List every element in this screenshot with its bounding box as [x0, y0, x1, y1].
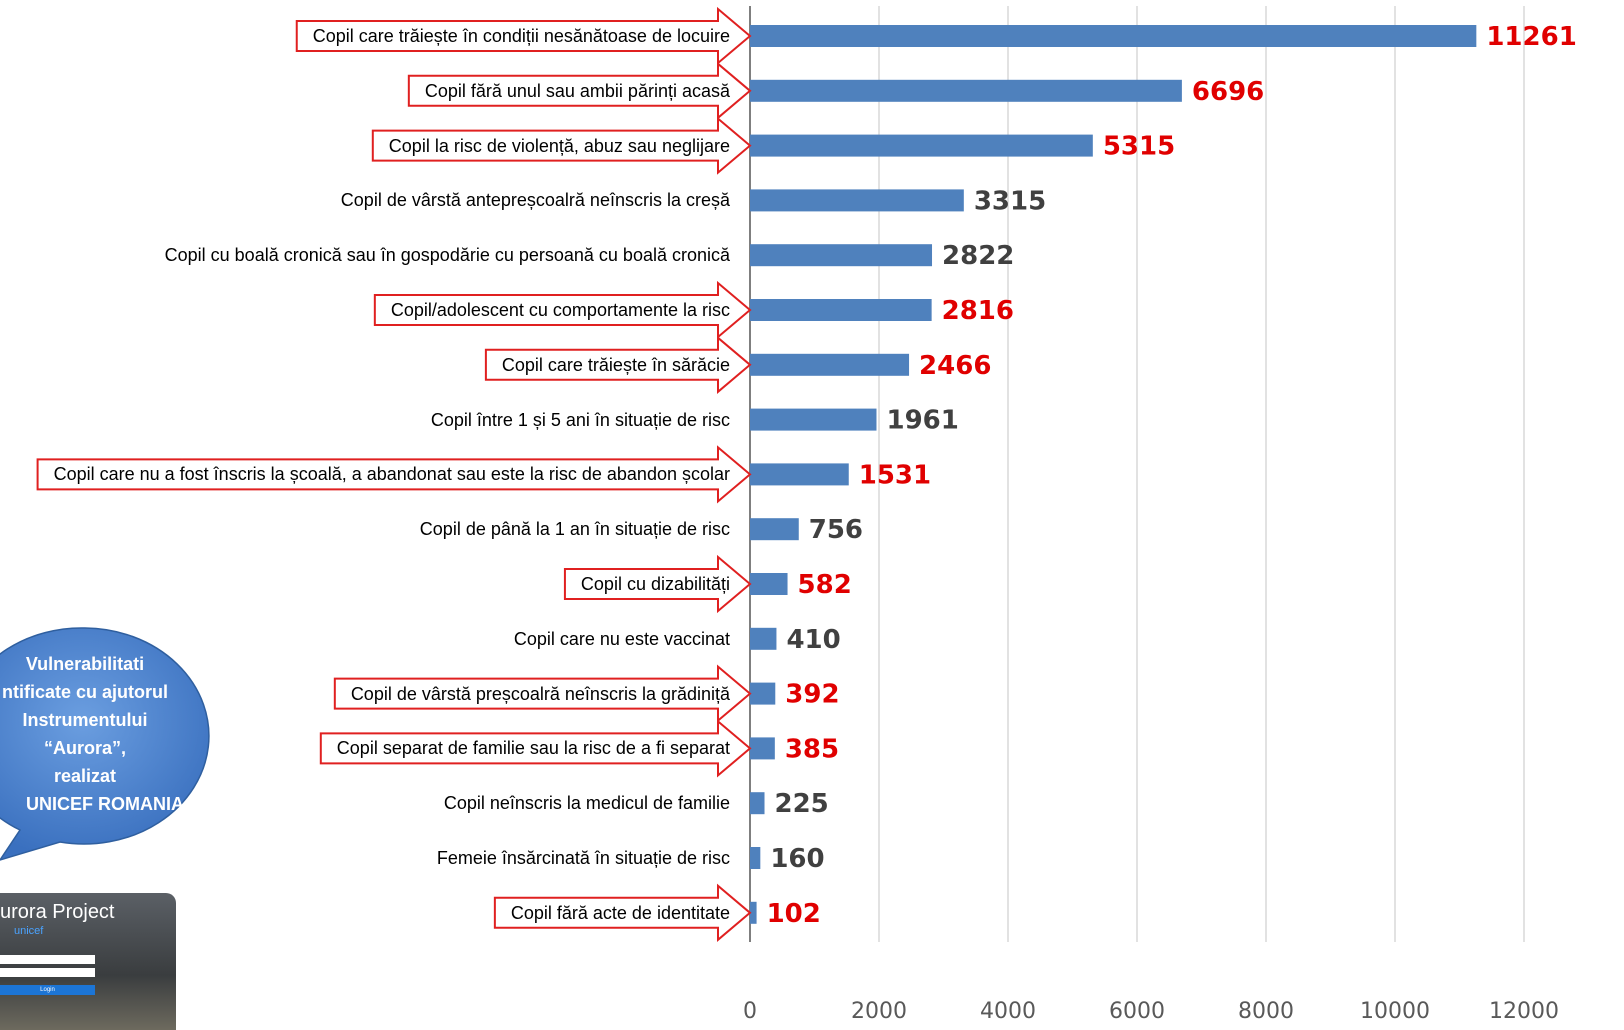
category-label: Femeie însărcinată în situație de risc: [437, 848, 730, 868]
x-tick-label: 12000: [1489, 999, 1559, 1024]
bar: [750, 299, 932, 321]
value-label: 2816: [942, 296, 1014, 326]
value-label: 1961: [886, 406, 958, 436]
value-label: 6696: [1192, 77, 1264, 107]
callout-line: UNICEF ROMANIA: [0, 790, 210, 818]
callout-line: ntificate cu ajutorul: [0, 678, 210, 706]
category-label: Copil fără acte de identitate: [511, 903, 730, 923]
value-label: 3315: [974, 186, 1046, 216]
category-label: Copil de până la 1 an în situație de ris…: [420, 519, 730, 539]
thumbnail: urora Project unicef Login: [0, 893, 176, 1030]
value-label: 2466: [919, 351, 991, 381]
value-label: 11261: [1486, 22, 1576, 52]
category-label: Copil care nu a fost înscris la școală, …: [54, 464, 730, 484]
bar: [750, 25, 1476, 47]
value-label: 2822: [942, 241, 1014, 271]
thumbnail-input: [0, 968, 95, 977]
callout-line: “Aurora”,: [0, 734, 210, 762]
value-label: 102: [767, 899, 821, 929]
value-label: 225: [775, 789, 829, 819]
x-tick-label: 0: [743, 999, 757, 1024]
x-tick-label: 8000: [1238, 999, 1294, 1024]
x-tick-label: 2000: [851, 999, 907, 1024]
bar: [750, 244, 932, 266]
thumbnail-brand: unicef: [14, 925, 43, 937]
thumbnail-title: urora Project: [0, 901, 115, 924]
category-label: Copil de vârstă preșcoalră neînscris la …: [351, 684, 730, 704]
bar: [750, 463, 849, 485]
callout-line: Instrumentului: [0, 706, 210, 734]
bar: [750, 792, 765, 814]
bar: [750, 683, 775, 705]
value-label: 756: [809, 515, 863, 545]
value-label: 160: [770, 844, 824, 874]
category-label: Copil cu boală cronică sau în gospodărie…: [165, 245, 730, 265]
value-label: 410: [786, 625, 840, 655]
category-label: Copil care nu este vaccinat: [514, 629, 730, 649]
bar: [750, 354, 909, 376]
callout-line: Vulnerabilitati: [0, 650, 210, 678]
page: {"chart_data": {"type": "bar", "orientat…: [0, 0, 1624, 1030]
chart: 0 2000 4000 6000 8000 10000 12000 11261 6696 5315…: [0, 0, 1624, 1030]
category-label: Copil/adolescent cu comportamente la ris…: [391, 300, 730, 320]
bar: [750, 518, 799, 540]
category-label: Copil neînscris la medicul de familie: [444, 793, 730, 813]
bar: [750, 80, 1182, 102]
x-tick-label: 4000: [980, 999, 1036, 1024]
value-label: 385: [785, 734, 839, 764]
bar: [750, 135, 1093, 157]
x-tick-label: 6000: [1109, 999, 1165, 1024]
value-label: 5315: [1103, 132, 1175, 162]
category-label: Copil cu dizabilități: [581, 574, 730, 594]
bar: [750, 189, 964, 211]
callout-line: realizat: [0, 762, 210, 790]
thumbnail-input: [0, 955, 95, 964]
bar: [750, 628, 776, 650]
x-tick-label: 10000: [1360, 999, 1430, 1024]
value-label: 392: [785, 680, 839, 710]
bar: [750, 737, 775, 759]
bar: [750, 847, 760, 869]
value-label: 582: [798, 570, 852, 600]
category-label: Copil de vârstă antepreșcoalră neînscris…: [341, 190, 730, 210]
category-label: Copil la risc de violență, abuz sau negl…: [389, 136, 730, 156]
category-label: Copil fără unul sau ambii părinți acasă: [425, 81, 730, 101]
value-label: 1531: [859, 460, 931, 490]
thumbnail-button: Login: [0, 985, 95, 995]
category-label: Copil care trăiește în sărăcie: [502, 355, 730, 375]
category-label: Copil care trăiește în condiții nesănăto…: [313, 26, 730, 46]
callout-text: Vulnerabilitati ntificate cu ajutorul In…: [0, 650, 210, 818]
bar: [750, 409, 876, 431]
category-label: Copil între 1 și 5 ani în situație de ri…: [431, 410, 730, 430]
category-label: Copil separat de familie sau la risc de …: [337, 738, 730, 758]
bar: [750, 573, 788, 595]
